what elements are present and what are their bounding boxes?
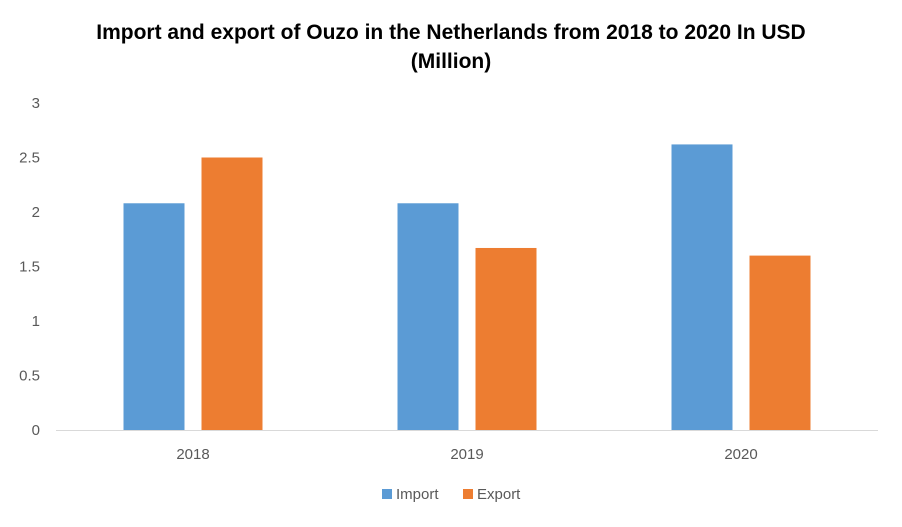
y-tick-label: 0.5 <box>19 368 40 385</box>
legend-swatch-export <box>463 489 473 499</box>
chart-title: Import and export of Ouzo in the Netherl… <box>96 21 806 73</box>
bar-export-2020 <box>749 255 811 430</box>
bar-import-2020 <box>671 144 733 431</box>
x-axis: 2018 2019 2020 <box>176 446 757 463</box>
y-tick-label: 1.5 <box>19 259 40 276</box>
legend-label-export: Export <box>477 486 521 503</box>
legend-label-import: Import <box>396 486 439 503</box>
y-tick-label: 2.5 <box>19 150 40 167</box>
bar-export-2019 <box>475 247 537 430</box>
bar-import-2019 <box>397 203 459 430</box>
x-tick-label: 2019 <box>450 446 483 463</box>
bars <box>123 144 811 431</box>
legend-swatch-import <box>382 489 392 499</box>
bar-export-2018 <box>201 157 263 430</box>
x-tick-label: 2018 <box>176 446 209 463</box>
legend: Import Export <box>382 486 521 503</box>
y-tick-label: 1 <box>32 313 40 330</box>
y-axis: 0 0.5 1 1.5 2 2.5 3 <box>19 95 40 439</box>
bar-import-2018 <box>123 203 185 430</box>
x-tick-label: 2020 <box>724 446 757 463</box>
y-tick-label: 2 <box>32 204 40 221</box>
y-tick-label: 3 <box>32 95 40 112</box>
y-tick-label: 0 <box>32 422 40 439</box>
